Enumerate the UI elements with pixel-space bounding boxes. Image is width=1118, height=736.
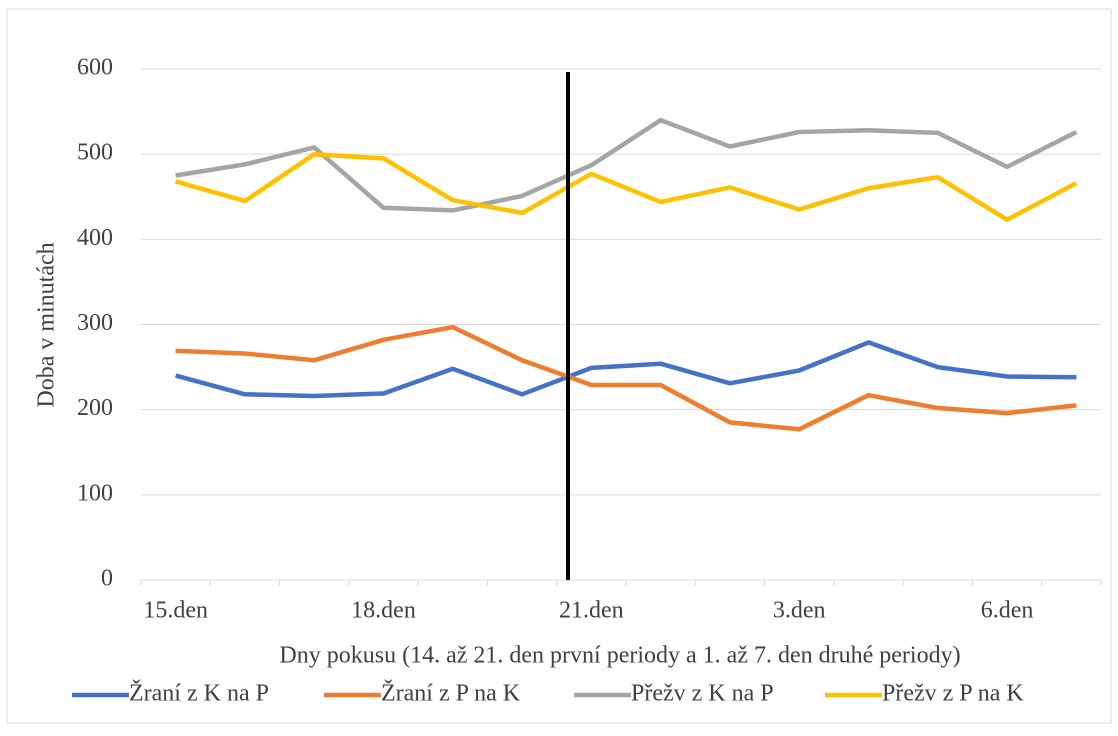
line-series — [175, 324, 1077, 432]
y-tick-label: 100 — [77, 480, 113, 506]
legend-label: Žraní z P na K — [381, 681, 521, 707]
legend-label: Žraní z K na P — [129, 681, 269, 707]
x-tick-label: 6.den — [981, 598, 1034, 624]
y-axis-label: Doba v minutách — [34, 242, 60, 407]
y-tick-label: 200 — [77, 395, 113, 421]
chart-frame — [6, 8, 1112, 724]
y-tick-label: 0 — [101, 566, 113, 592]
x-axis-label: Dny pokusu (14. až 21. den první periody… — [279, 643, 960, 669]
x-tick-label: 3.den — [773, 598, 826, 624]
line-series — [175, 117, 1078, 213]
y-tick-label: 500 — [77, 140, 113, 166]
y-tick-label: 300 — [77, 310, 113, 336]
x-tick-label: 15.den — [143, 598, 208, 624]
y-tick-label: 400 — [77, 225, 113, 251]
x-tick-label: 18.den — [351, 598, 416, 624]
y-tick-label: 600 — [77, 55, 113, 81]
x-tick-label: 21.den — [559, 598, 624, 624]
legend-label: Přežv z P na K — [882, 681, 1024, 707]
legend-label: Přežv z K na P — [631, 681, 774, 707]
line-series — [174, 151, 1078, 222]
line-series — [175, 340, 1077, 399]
